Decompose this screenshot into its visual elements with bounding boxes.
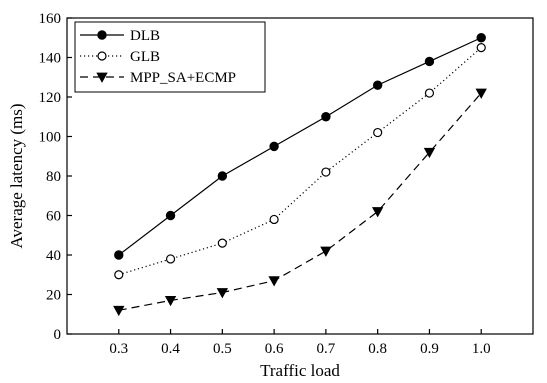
- data-point-dlb: [114, 250, 124, 260]
- y-tick-label: 160: [39, 11, 62, 27]
- data-point-mpp-sa-ecmp: [113, 305, 125, 317]
- data-point-glb: [217, 238, 227, 248]
- data-point-mpp-sa-ecmp: [320, 246, 332, 257]
- data-point-dlb: [165, 210, 176, 221]
- y-axis: 0 20 40 60 80 100 120 140 160: [39, 11, 72, 343]
- x-tick-label: 0.5: [213, 341, 232, 357]
- y-tick-label: 20: [46, 288, 61, 304]
- data-point-mpp-sa-ecmp: [216, 288, 229, 299]
- legend-label-mpp-sa-ecmp: MPP_SA+ECMP: [130, 70, 236, 86]
- data-point-dlb: [217, 171, 228, 181]
- legend-box: [74, 21, 266, 93]
- data-point-mpp-sa-ecmp: [475, 88, 487, 99]
- x-tick-label: 1.0: [472, 341, 491, 357]
- data-point-glb: [424, 88, 435, 98]
- x-tick-label: 0.6: [265, 341, 284, 357]
- data-point-glb: [373, 127, 383, 138]
- data-point-mpp-sa-ecmp: [371, 207, 384, 218]
- x-tick-label: 0.3: [109, 341, 128, 357]
- series-line-glb: [118, 47, 482, 276]
- data-point-dlb: [321, 112, 331, 122]
- y-tick-label: 80: [46, 169, 61, 185]
- data-point-glb: [476, 43, 486, 53]
- data-point-glb: [165, 254, 176, 264]
- legend-marker-mpp-sa-ecmp: [96, 72, 108, 83]
- legend-marker-dlb: [97, 30, 107, 40]
- x-tick-label: 0.9: [420, 341, 439, 357]
- data-point-dlb: [372, 80, 383, 90]
- data-point-dlb: [269, 141, 279, 152]
- data-point-mpp-sa-ecmp: [423, 147, 436, 159]
- series-line-mpp-sa-ecmp: [118, 92, 482, 311]
- data-point-glb: [114, 270, 124, 280]
- y-tick-label: 140: [39, 51, 62, 67]
- x-tick-label: 0.4: [161, 341, 180, 357]
- data-point-mpp-sa-ecmp: [164, 296, 177, 307]
- y-axis-title: Average latency (ms): [7, 103, 26, 248]
- x-tick-label: 0.8: [368, 341, 387, 357]
- data-point-mpp-sa-ecmp: [268, 276, 280, 287]
- data-point-dlb: [476, 33, 486, 43]
- x-axis-title: Traffic load: [260, 361, 340, 380]
- data-point-dlb: [424, 56, 435, 67]
- legend-label-glb: GLB: [130, 49, 160, 65]
- series-layer: [113, 33, 487, 317]
- legend: DLB GLB MPP_SA+ECMP: [74, 21, 266, 93]
- x-tick-label: 0.7: [317, 341, 336, 357]
- y-tick-label: 60: [46, 209, 61, 225]
- data-point-glb: [321, 167, 331, 177]
- y-tick-label: 100: [39, 130, 62, 146]
- legend-label-dlb: DLB: [130, 28, 160, 44]
- series-line-dlb: [118, 37, 482, 256]
- legend-marker-glb: [97, 51, 107, 61]
- y-tick-label: 120: [39, 90, 62, 106]
- y-tick-label: 40: [46, 248, 61, 264]
- data-point-glb: [269, 214, 279, 225]
- x-axis: 0.3 0.4 0.5 0.6 0.7 0.8 0.9 1.0: [109, 329, 491, 357]
- y-tick-label: 0: [54, 327, 62, 343]
